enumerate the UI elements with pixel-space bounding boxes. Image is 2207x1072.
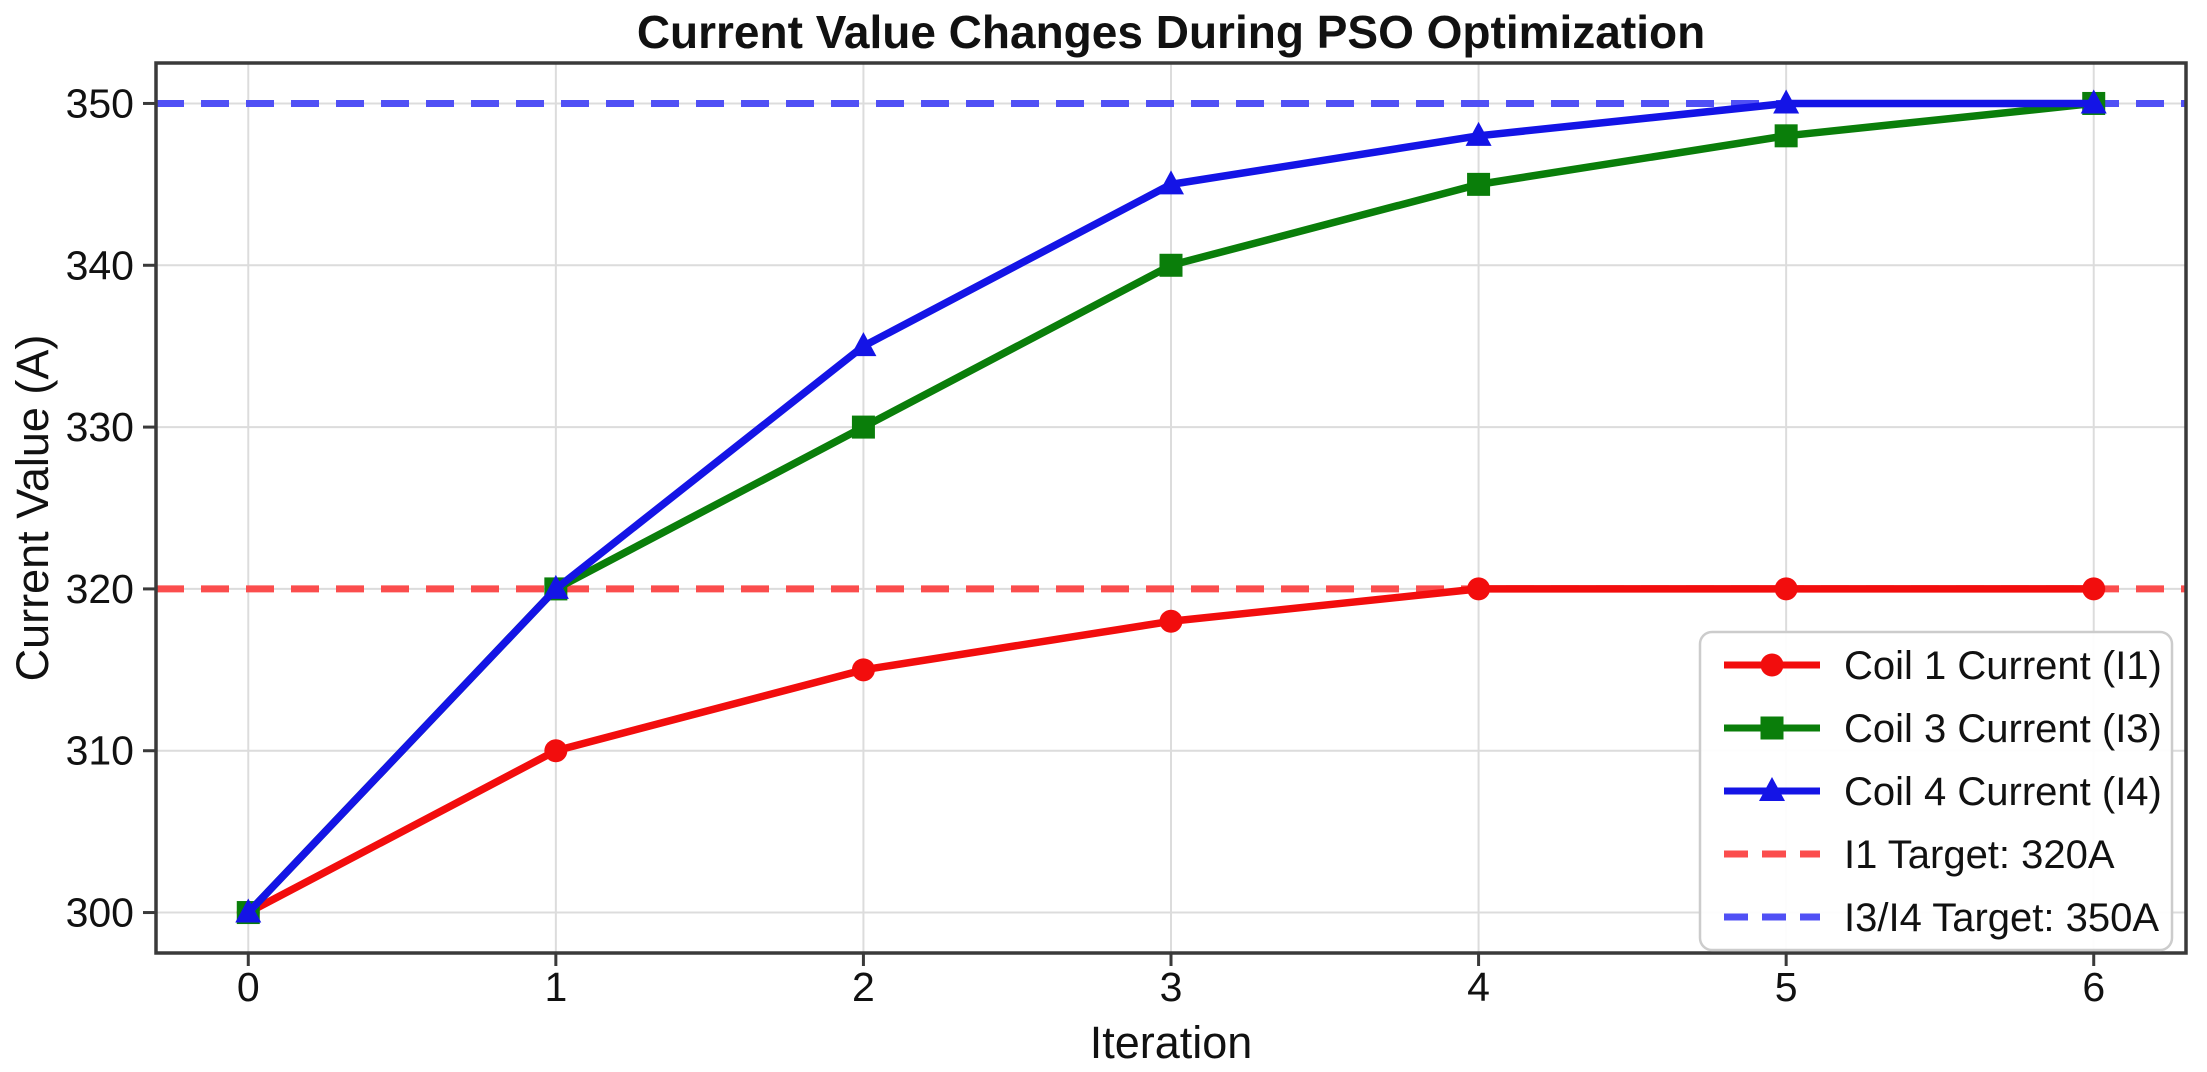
y-tick-label-350: 350: [66, 80, 134, 126]
legend-circle-marker: [1760, 653, 1784, 677]
square-marker-coil-3-current-i3: [1467, 172, 1491, 196]
legend-label-coil-3-current-i3: Coil 3 Current (I3): [1844, 707, 2162, 751]
triangle-marker-coil-4-current-i4: [2080, 89, 2107, 114]
series-coil-4-current-i4: [235, 89, 2107, 923]
x-tick-label-3: 3: [1160, 964, 1183, 1010]
legend-label-coil-4-current-i4: Coil 4 Current (I4): [1844, 770, 2162, 814]
legend-item-i3-i4-target-350a: I3/I4 Target: 350A: [1724, 896, 2159, 940]
triangle-marker-coil-4-current-i4: [1465, 121, 1492, 146]
legend-box: [1698, 630, 2174, 952]
y-tick-label-330: 330: [66, 404, 134, 450]
triangle-marker-coil-4-current-i4: [1158, 170, 1184, 195]
legend-item-coil-1-current-i1: Coil 1 Current (I1): [1724, 644, 2162, 688]
legend-square-marker: [1760, 716, 1784, 740]
y-tick-label-300: 300: [66, 890, 134, 936]
triangle-marker-coil-4-current-i4: [850, 332, 877, 357]
y-tick-label-340: 340: [66, 242, 134, 288]
triangle-marker-coil-4-current-i4: [542, 574, 569, 599]
square-marker-coil-3-current-i3: [1774, 124, 1798, 148]
y-tick-label-320: 320: [66, 566, 134, 612]
x-tick-label-2: 2: [852, 964, 875, 1010]
tick-labels: 0 1 2 3 4 5 6 300 310 320 330 340 350: [66, 80, 2106, 1010]
legend-label-i3-i4-target-350a: I3/I4 Target: 350A: [1844, 896, 2159, 940]
circle-marker-coil-1-current-i1: [1774, 577, 1798, 601]
x-tick-label-6: 6: [2082, 964, 2105, 1010]
y-axis-label: Current Value (A): [7, 335, 58, 682]
circle-marker-coil-1-current-i1: [1467, 577, 1491, 601]
x-tick-label-4: 4: [1467, 964, 1490, 1010]
square-marker-coil-3-current-i3: [1159, 253, 1183, 277]
legend-label-i1-target-320a: I1 Target: 320A: [1844, 833, 2115, 877]
legend-label-coil-1-current-i1: Coil 1 Current (I1): [1844, 644, 2162, 688]
axes: [143, 61, 2188, 966]
legend-item-coil-3-current-i3: Coil 3 Current (I3): [1724, 707, 2162, 751]
square-marker-coil-3-current-i3: [851, 415, 875, 439]
circle-marker-coil-1-current-i1: [544, 739, 568, 763]
x-tick-label-1: 1: [544, 964, 567, 1010]
y-tick-label-310: 310: [66, 728, 134, 774]
chart-title: Current Value Changes During PSO Optimiz…: [637, 6, 1705, 58]
circle-marker-coil-1-current-i1: [851, 658, 875, 682]
triangle-marker-coil-4-current-i4: [1773, 89, 1800, 114]
legend-item-coil-4-current-i4: Coil 4 Current (I4): [1724, 770, 2162, 814]
data-series: [235, 89, 2107, 925]
x-axis-label: Iteration: [1090, 1017, 1253, 1068]
legend: Coil 1 Current (I1) Coil 3 Current (I3) Co…: [1698, 630, 2174, 952]
circle-marker-coil-1-current-i1: [1159, 609, 1183, 633]
circle-marker-coil-1-current-i1: [2082, 577, 2106, 601]
legend-item-i1-target-320a: I1 Target: 320A: [1724, 833, 2115, 877]
x-tick-label-5: 5: [1775, 964, 1798, 1010]
legend-triangle-marker: [1759, 777, 1785, 801]
triangle-marker-coil-4-current-i4: [235, 898, 262, 923]
x-tick-label-0: 0: [237, 964, 260, 1010]
